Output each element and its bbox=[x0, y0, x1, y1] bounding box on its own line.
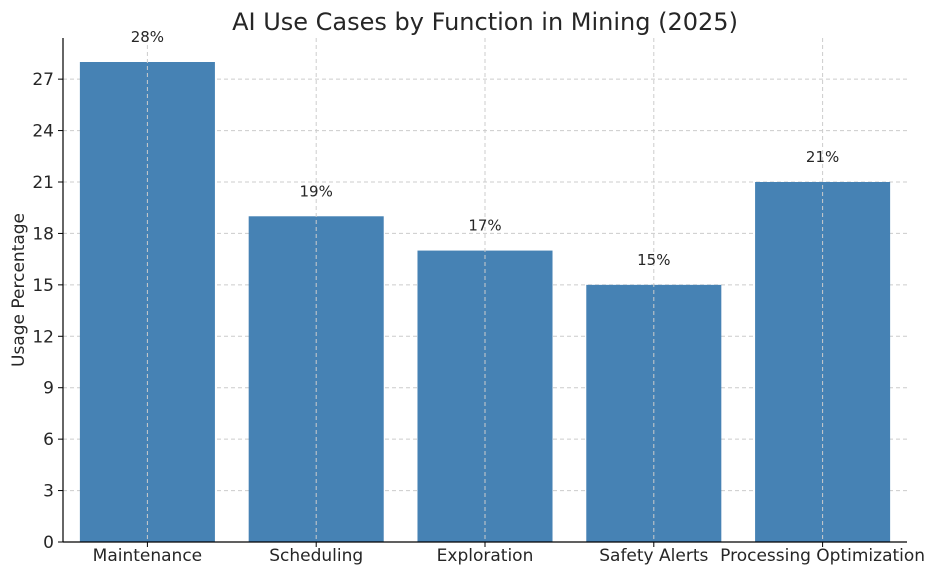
data-label: 19% bbox=[300, 182, 333, 200]
data-label: 21% bbox=[806, 148, 839, 166]
y-tick-label: 18 bbox=[32, 224, 54, 244]
y-axis-label: Usage Percentage bbox=[9, 213, 29, 367]
data-label: 28% bbox=[131, 28, 164, 46]
y-tick-label: 6 bbox=[43, 430, 54, 450]
x-grid-layer bbox=[146, 38, 824, 542]
x-tick-label: Processing Optimization bbox=[720, 546, 925, 566]
y-tick-label: 12 bbox=[32, 327, 54, 347]
bars-layer bbox=[79, 62, 891, 543]
y-ticks-layer: 0 3 6 9 12 15 18 21 24 27 bbox=[32, 70, 63, 553]
data-label: 15% bbox=[637, 251, 670, 269]
y-tick-label: 21 bbox=[32, 173, 54, 193]
y-tick-label: 24 bbox=[32, 122, 54, 142]
y-tick-label: 9 bbox=[43, 379, 54, 399]
bar-maintenance bbox=[79, 62, 215, 542]
x-tick-label: Safety Alerts bbox=[599, 546, 708, 566]
x-ticks-layer: Maintenance Scheduling Exploration Safety A… bbox=[93, 542, 925, 566]
y-tick-label: 27 bbox=[32, 70, 54, 90]
x-tick-label: Scheduling bbox=[269, 546, 363, 566]
y-tick-label: 15 bbox=[32, 276, 54, 296]
data-labels-layer: 28% 19% 17% 15% 21% bbox=[131, 28, 840, 269]
y-tick-label: 3 bbox=[43, 482, 54, 502]
chart-title: AI Use Cases by Function in Mining (2025… bbox=[232, 8, 738, 36]
y-tick-label: 0 bbox=[43, 533, 54, 553]
x-tick-label: Exploration bbox=[437, 546, 534, 566]
x-tick-label: Maintenance bbox=[93, 546, 202, 566]
data-label: 17% bbox=[468, 217, 501, 235]
